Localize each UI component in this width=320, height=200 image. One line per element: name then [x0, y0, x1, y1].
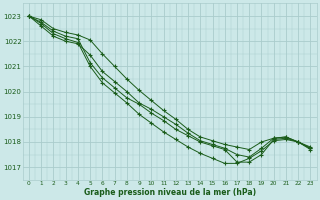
X-axis label: Graphe pression niveau de la mer (hPa): Graphe pression niveau de la mer (hPa)	[84, 188, 256, 197]
